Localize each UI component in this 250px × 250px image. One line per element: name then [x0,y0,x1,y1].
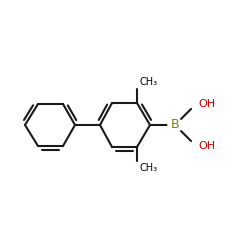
Circle shape [168,118,182,132]
Text: B: B [171,118,179,132]
Text: OH: OH [198,99,215,109]
Text: CH₃: CH₃ [139,77,157,87]
Text: OH: OH [198,141,215,151]
Text: CH₃: CH₃ [139,163,157,173]
